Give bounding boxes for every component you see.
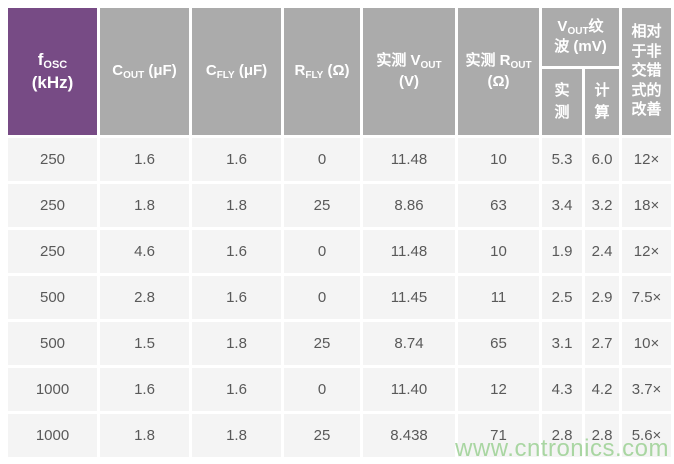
cell-ripple-measured: 3.4: [542, 184, 582, 227]
cell-vout: 11.48: [363, 138, 455, 181]
cell-fosc: 500: [8, 322, 97, 365]
table-row: 250 4.6 1.6 0 11.48 10 1.9 2.4 12×: [8, 230, 671, 273]
cell-ripple-calculated: 2.7: [585, 322, 619, 365]
measurement-table: fOSC (kHz) COUT (μF) CFLY (μF) RFLY (Ω) …: [5, 5, 674, 460]
cell-ripple-measured: 2.8: [542, 414, 582, 457]
cell-rfly: 0: [284, 138, 360, 181]
cell-ripple-calculated: 4.2: [585, 368, 619, 411]
cell-rout: 71: [458, 414, 539, 457]
cell-cout: 2.8: [100, 276, 189, 319]
cell-improvement: 5.6×: [622, 414, 671, 457]
cell-improvement: 10×: [622, 322, 671, 365]
table-row: 1000 1.6 1.6 0 11.40 12 4.3 4.2 3.7×: [8, 368, 671, 411]
header-cfly: CFLY (μF): [192, 8, 281, 135]
cell-vout: 8.74: [363, 322, 455, 365]
cell-cfly: 1.6: [192, 368, 281, 411]
fosc-unit: (kHz): [31, 72, 74, 92]
watermark: www.cntronics.com: [455, 435, 669, 462]
cell-improvement: 12×: [622, 138, 671, 181]
cell-improvement: 12×: [622, 230, 671, 273]
cell-cfly: 1.6: [192, 276, 281, 319]
cell-rout: 10: [458, 230, 539, 273]
header-ripple-calculated: 计算: [585, 69, 619, 135]
cell-fosc: 250: [8, 184, 97, 227]
cell-ripple-measured: 2.5: [542, 276, 582, 319]
header-fosc: fOSC (kHz): [8, 8, 97, 135]
cell-cout: 1.6: [100, 138, 189, 181]
cell-fosc: 250: [8, 138, 97, 181]
cell-vout: 11.45: [363, 276, 455, 319]
cell-rfly: 0: [284, 276, 360, 319]
cell-cout: 1.8: [100, 414, 189, 457]
cell-rout: 10: [458, 138, 539, 181]
cell-ripple-calculated: 2.9: [585, 276, 619, 319]
header-ripple-measured: 实测: [542, 69, 582, 135]
header-rout-measured: 实测 ROUT (Ω): [458, 8, 539, 135]
header-improvement: 相对于非交错式的改善: [622, 8, 671, 135]
header-rfly: RFLY (Ω): [284, 8, 360, 135]
cell-ripple-measured: 1.9: [542, 230, 582, 273]
cell-ripple-calculated: 2.4: [585, 230, 619, 273]
table-row: 250 1.8 1.8 25 8.86 63 3.4 3.2 18×: [8, 184, 671, 227]
cell-rfly: 25: [284, 414, 360, 457]
cell-vout: 11.40: [363, 368, 455, 411]
header-cout: COUT (μF): [100, 8, 189, 135]
cell-cfly: 1.8: [192, 184, 281, 227]
cell-fosc: 1000: [8, 414, 97, 457]
cell-improvement: 18×: [622, 184, 671, 227]
cell-cfly: 1.8: [192, 414, 281, 457]
cell-rfly: 0: [284, 230, 360, 273]
cell-cout: 1.6: [100, 368, 189, 411]
cell-rout: 11: [458, 276, 539, 319]
cell-cfly: 1.6: [192, 138, 281, 181]
cell-vout: 11.48: [363, 230, 455, 273]
cell-rout: 65: [458, 322, 539, 365]
cell-ripple-calculated: 6.0: [585, 138, 619, 181]
cell-ripple-calculated: 2.8: [585, 414, 619, 457]
table-row: 1000 1.8 1.8 25 8.438 71 2.8 2.8 5.6×: [8, 414, 671, 457]
cell-cfly: 1.6: [192, 230, 281, 273]
cell-ripple-measured: 3.1: [542, 322, 582, 365]
cell-improvement: 3.7×: [622, 368, 671, 411]
cell-rfly: 25: [284, 184, 360, 227]
cell-fosc: 1000: [8, 368, 97, 411]
cell-rout: 63: [458, 184, 539, 227]
table-row: 250 1.6 1.6 0 11.48 10 5.3 6.0 12×: [8, 138, 671, 181]
cell-cout: 1.8: [100, 184, 189, 227]
cell-improvement: 7.5×: [622, 276, 671, 319]
cell-vout: 8.86: [363, 184, 455, 227]
table-row: 500 1.5 1.8 25 8.74 65 3.1 2.7 10×: [8, 322, 671, 365]
header-vout-ripple: VOUT纹 波 (mV): [542, 8, 619, 66]
cell-vout: 8.438: [363, 414, 455, 457]
fosc-symbol: fOSC: [37, 49, 68, 71]
cell-ripple-measured: 4.3: [542, 368, 582, 411]
cell-cfly: 1.8: [192, 322, 281, 365]
cell-cout: 4.6: [100, 230, 189, 273]
cell-ripple-calculated: 3.2: [585, 184, 619, 227]
cell-cout: 1.5: [100, 322, 189, 365]
cell-ripple-measured: 5.3: [542, 138, 582, 181]
cell-rout: 12: [458, 368, 539, 411]
cell-rfly: 25: [284, 322, 360, 365]
header-vout-measured: 实测 VOUT (V): [363, 8, 455, 135]
cell-fosc: 500: [8, 276, 97, 319]
table-row: 500 2.8 1.6 0 11.45 11 2.5 2.9 7.5×: [8, 276, 671, 319]
cell-rfly: 0: [284, 368, 360, 411]
cell-fosc: 250: [8, 230, 97, 273]
